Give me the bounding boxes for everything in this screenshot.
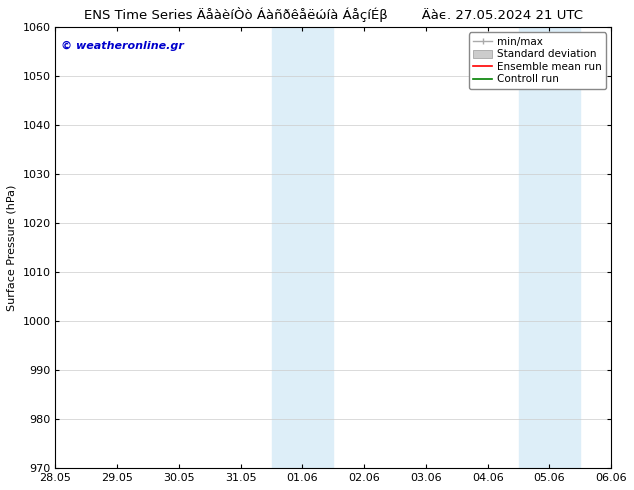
- Text: © weatheronline.gr: © weatheronline.gr: [61, 41, 184, 50]
- Y-axis label: Surface Pressure (hPa): Surface Pressure (hPa): [7, 185, 17, 311]
- Legend: min/max, Standard deviation, Ensemble mean run, Controll run: min/max, Standard deviation, Ensemble me…: [469, 32, 606, 89]
- Bar: [519, 27, 580, 468]
- Bar: [271, 27, 333, 468]
- Title: ENS Time Series ÄåàèíÒò Áàñðêåëώíà ÁåçíÉβ        Äàϵ. 27.05.2024 21 UTC: ENS Time Series ÄåàèíÒò Áàñðêåëώíà ÁåçíÉ…: [84, 7, 583, 22]
